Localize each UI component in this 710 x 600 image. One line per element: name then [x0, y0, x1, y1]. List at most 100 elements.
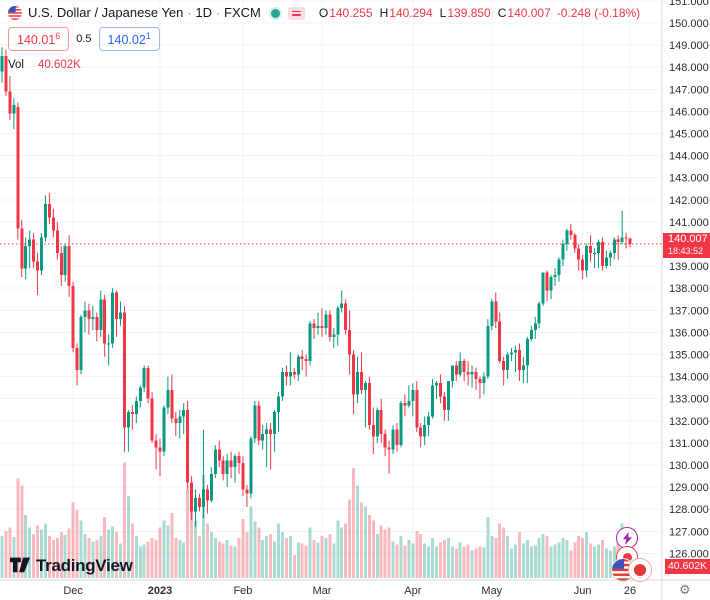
volume-bar	[300, 543, 304, 578]
price-tick-label: 139.000	[669, 261, 709, 273]
buy-button[interactable]: 140.021	[98, 27, 160, 52]
gear-icon[interactable]: ⚙	[679, 582, 691, 597]
timeframe-button[interactable]: 1D	[195, 5, 213, 20]
volume-bar	[198, 536, 201, 578]
candle-down	[51, 217, 55, 231]
tradingview-logo[interactable]: TradingView	[10, 556, 133, 576]
candle-down	[146, 367, 150, 399]
volume-bar	[312, 540, 316, 578]
volume-bar	[514, 544, 517, 578]
volume-bar	[99, 536, 103, 578]
price-tick-label: 133.000	[669, 394, 709, 406]
volume-bar	[561, 538, 565, 578]
candle-down	[221, 460, 225, 474]
flag-pair-button[interactable]	[612, 559, 656, 581]
volume-bar	[47, 536, 51, 578]
volume-bar	[0, 536, 4, 578]
candle-up	[458, 361, 462, 375]
volume-bar	[427, 546, 431, 578]
volume-bar	[316, 542, 320, 578]
symbol-title[interactable]: U.S. Dollar / Japanese Yen	[28, 5, 184, 20]
candle-up	[0, 56, 4, 72]
volume-bar	[348, 499, 352, 578]
candle-down	[150, 398, 154, 441]
volume-bar	[450, 546, 454, 578]
candle-up	[510, 352, 514, 355]
exchange-label[interactable]: FXCM	[224, 5, 261, 20]
candle-up	[604, 257, 608, 267]
candle-up	[529, 330, 533, 340]
candle-up	[565, 230, 569, 244]
volume-bar	[593, 546, 596, 578]
candle-up	[209, 473, 213, 501]
candle-down	[4, 56, 8, 92]
volume-bar	[182, 542, 186, 578]
candle-up	[486, 325, 490, 377]
volume-bar	[190, 504, 194, 578]
candle-up	[201, 489, 205, 507]
candle-up	[482, 376, 486, 384]
candle-up	[423, 425, 427, 437]
close-label: C	[497, 6, 507, 20]
candle-up	[296, 356, 300, 375]
candle-up	[134, 400, 138, 415]
volume-bar	[103, 517, 107, 578]
candle-up	[40, 237, 43, 271]
volume-bar	[59, 531, 63, 578]
candle-up	[446, 381, 450, 410]
volume-bar	[158, 527, 162, 578]
price-tick-label: 151.000	[669, 0, 709, 8]
price-tick-label: 132.000	[669, 416, 709, 428]
volume-bar	[604, 548, 608, 578]
volume-bar	[75, 509, 79, 578]
candle-down	[59, 252, 63, 275]
candle-down	[573, 235, 577, 249]
volume-indicator-label[interactable]: Vol	[8, 59, 24, 72]
candle-down	[383, 434, 387, 448]
candle-down	[320, 325, 324, 328]
volume-bar	[284, 538, 288, 578]
volume-bar	[130, 523, 134, 578]
candle-down	[170, 389, 174, 419]
volume-bar	[71, 502, 75, 578]
details-toggle-icon[interactable]	[287, 6, 305, 20]
volume-bar	[186, 488, 190, 578]
tradingview-logo-text: TradingView	[36, 556, 133, 575]
candle-up	[332, 334, 336, 337]
volume-bar	[502, 527, 506, 578]
time-tick-label: Feb	[233, 585, 252, 597]
candle-down	[344, 303, 348, 331]
candle-up	[233, 456, 237, 468]
volume-bar	[51, 540, 55, 578]
volume-bar	[498, 523, 502, 578]
high-label: H	[379, 6, 389, 20]
us-flag-icon	[8, 6, 22, 20]
sell-button[interactable]: 140.016	[8, 27, 70, 52]
volume-bar	[304, 545, 308, 578]
candle-down	[154, 440, 158, 448]
candle-down	[438, 383, 442, 397]
candle-down	[229, 460, 233, 468]
volume-bar	[454, 548, 458, 578]
candle-down	[395, 429, 399, 446]
bar-countdown: 18:43:52	[668, 246, 704, 256]
volume-bar	[545, 536, 549, 578]
volume-bar	[411, 543, 415, 578]
volume-bar	[458, 542, 462, 578]
candle-down	[36, 261, 40, 271]
price-tick-label: 146.000	[669, 106, 709, 118]
volume-bar	[280, 531, 284, 578]
volume-bar	[277, 523, 280, 578]
volume-bar	[194, 520, 198, 578]
volume-bar	[438, 542, 442, 578]
volume-bar	[367, 515, 371, 578]
candle-down	[284, 372, 288, 377]
volume-bar	[178, 540, 182, 578]
candle-up	[612, 239, 616, 253]
volume-bar	[67, 528, 71, 578]
volume-bar	[225, 540, 229, 578]
volume-bar	[431, 538, 435, 578]
candle-down	[237, 456, 241, 463]
market-status-icon[interactable]	[270, 8, 280, 18]
